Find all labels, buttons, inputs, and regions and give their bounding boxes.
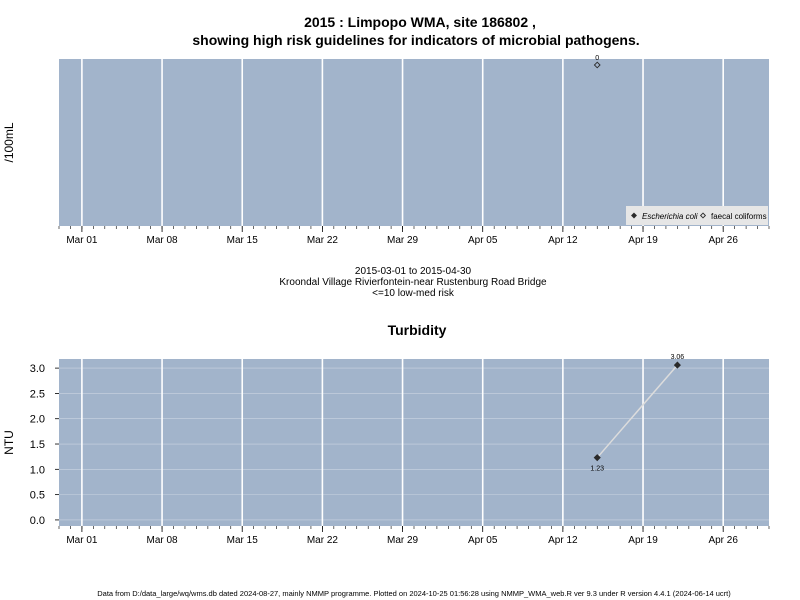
x-tick-label: Apr 05	[468, 235, 498, 246]
legend-box	[626, 206, 768, 225]
data-label: 1.23	[590, 466, 604, 473]
y-tick-label: 3.0	[30, 363, 45, 375]
caption-guideline: <=10 low-med risk	[372, 288, 455, 299]
x-tick-label: Mar 15	[227, 535, 259, 546]
microbial-panel: Mar 01 Mar 08 Mar 15 Mar 22 Mar 29 Apr 05 Apr …	[2, 55, 770, 246]
x-tick-label: Apr 19	[628, 235, 658, 246]
legend: Escherichia coli faecal coliforms	[626, 206, 768, 225]
data-label: 3.06	[671, 354, 685, 361]
x-tick-label: Mar 22	[307, 535, 339, 546]
legend-label-faecal: faecal coliforms	[711, 212, 767, 221]
plot-background	[59, 59, 769, 226]
y-tick-label: 2.0	[30, 414, 45, 426]
x-tick-label: Mar 01	[66, 535, 98, 546]
x-tick-label: Mar 15	[227, 235, 259, 246]
y-tick-label: 1.5	[30, 439, 45, 451]
x-tick-label: Mar 22	[307, 235, 339, 246]
y-tick-label: 0.5	[30, 490, 45, 502]
x-tick-label: Mar 29	[387, 535, 419, 546]
chart-title-line1: 2015 : Limpopo WMA, site 186802 ,	[304, 14, 536, 30]
plot-background	[59, 359, 769, 526]
x-tick-label: Mar 08	[147, 535, 179, 546]
x-tick-label: Apr 26	[708, 235, 738, 246]
legend-label-ecoli: Escherichia coli	[642, 212, 698, 221]
x-tick-label: Apr 19	[628, 535, 658, 546]
caption-date-range: 2015-03-01 to 2015-04-30	[355, 266, 472, 277]
data-point	[673, 361, 681, 369]
y-tick-label: 1.0	[30, 464, 45, 476]
x-tick-label: Apr 12	[548, 535, 578, 546]
chart-title-line2: showing high risk guidelines for indicat…	[192, 32, 639, 48]
legend-marker-faecal	[699, 212, 707, 219]
y-axis-label: /100mL	[2, 122, 16, 162]
y-axis-label: NTU	[2, 430, 16, 455]
data-point	[593, 61, 601, 69]
x-tick-label: Apr 26	[708, 535, 738, 546]
y-tick-label: 0.0	[30, 515, 45, 527]
turbidity-panel: 0.0 0.5 1.0 1.5 2.0 2.5 3.0 Mar 01 Mar 08 Mar 15 M…	[2, 322, 770, 546]
x-tick-label: Mar 01	[66, 235, 98, 246]
data-label: 0	[595, 55, 599, 62]
footer-note: Data from D:/data_large/wq/wms.db dated …	[97, 589, 731, 598]
x-tick-label: Apr 05	[468, 535, 498, 546]
series-line	[596, 364, 678, 459]
panel-title: Turbidity	[388, 322, 447, 338]
x-tick-label: Apr 12	[548, 235, 578, 246]
data-point	[593, 454, 601, 462]
x-tick-label: Mar 29	[387, 235, 419, 246]
caption-site-name: Kroondal Village Rivierfontein-near Rust…	[279, 277, 547, 288]
y-tick-label: 2.5	[30, 388, 45, 400]
legend-marker-ecoli	[631, 212, 637, 219]
x-tick-label: Mar 08	[147, 235, 179, 246]
